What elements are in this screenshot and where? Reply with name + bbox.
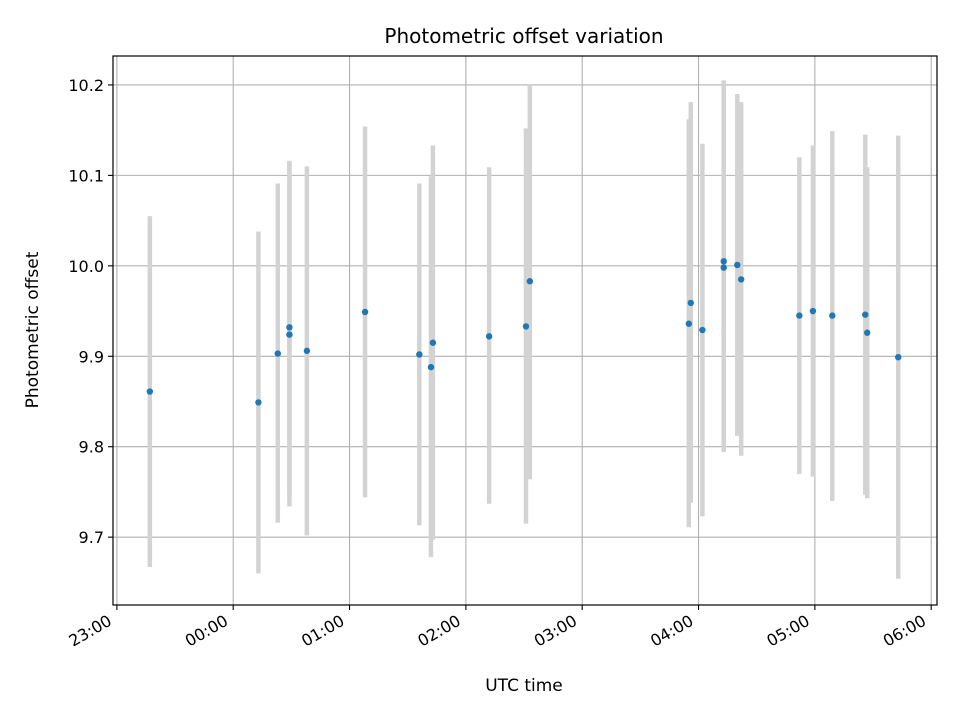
data-point [429,339,437,346]
data-point [720,258,727,265]
y-axis-ticks: 9.7 9.8 9.9 10.0 10.1 10.2 [68,76,113,547]
data-point [895,353,902,361]
data-point [796,312,803,319]
data-point [862,311,869,318]
data-point [286,324,293,331]
data-point [255,399,262,406]
data-point [274,350,281,357]
data-point [809,307,817,315]
data-point [303,347,311,355]
x-axis-label: UTC time [485,676,563,696]
y-tick-label: 10.2 [68,76,104,95]
data-point [286,331,293,338]
data-point [485,333,493,340]
data-point [146,388,154,395]
data-point [737,276,745,283]
data-point [361,308,369,316]
chart-title: Photometric offset variation [384,24,663,48]
data-point [526,278,534,285]
y-tick-label: 9.9 [79,347,104,366]
y-tick-label: 10.0 [68,257,104,276]
y-tick-label: 9.7 [79,528,104,547]
y-axis-label: Photometric offset [23,251,43,408]
data-point [427,363,435,371]
data-point [522,323,530,330]
data-point [829,312,836,319]
data-point [864,329,871,336]
point-layer [146,258,902,406]
data-point [734,261,741,269]
data-point [720,264,727,271]
data-point [699,326,706,334]
data-point [416,351,423,358]
y-tick-label: 9.8 [79,438,104,457]
y-tick-label: 10.1 [68,166,104,185]
plot-frame [112,55,938,606]
data-point [685,320,693,327]
data-point [687,299,694,307]
